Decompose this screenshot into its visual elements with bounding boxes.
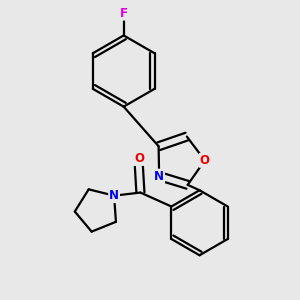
Text: F: F — [120, 7, 128, 20]
Text: N: N — [109, 189, 119, 202]
Text: O: O — [134, 152, 144, 165]
Text: N: N — [154, 169, 164, 183]
Text: O: O — [200, 154, 210, 167]
